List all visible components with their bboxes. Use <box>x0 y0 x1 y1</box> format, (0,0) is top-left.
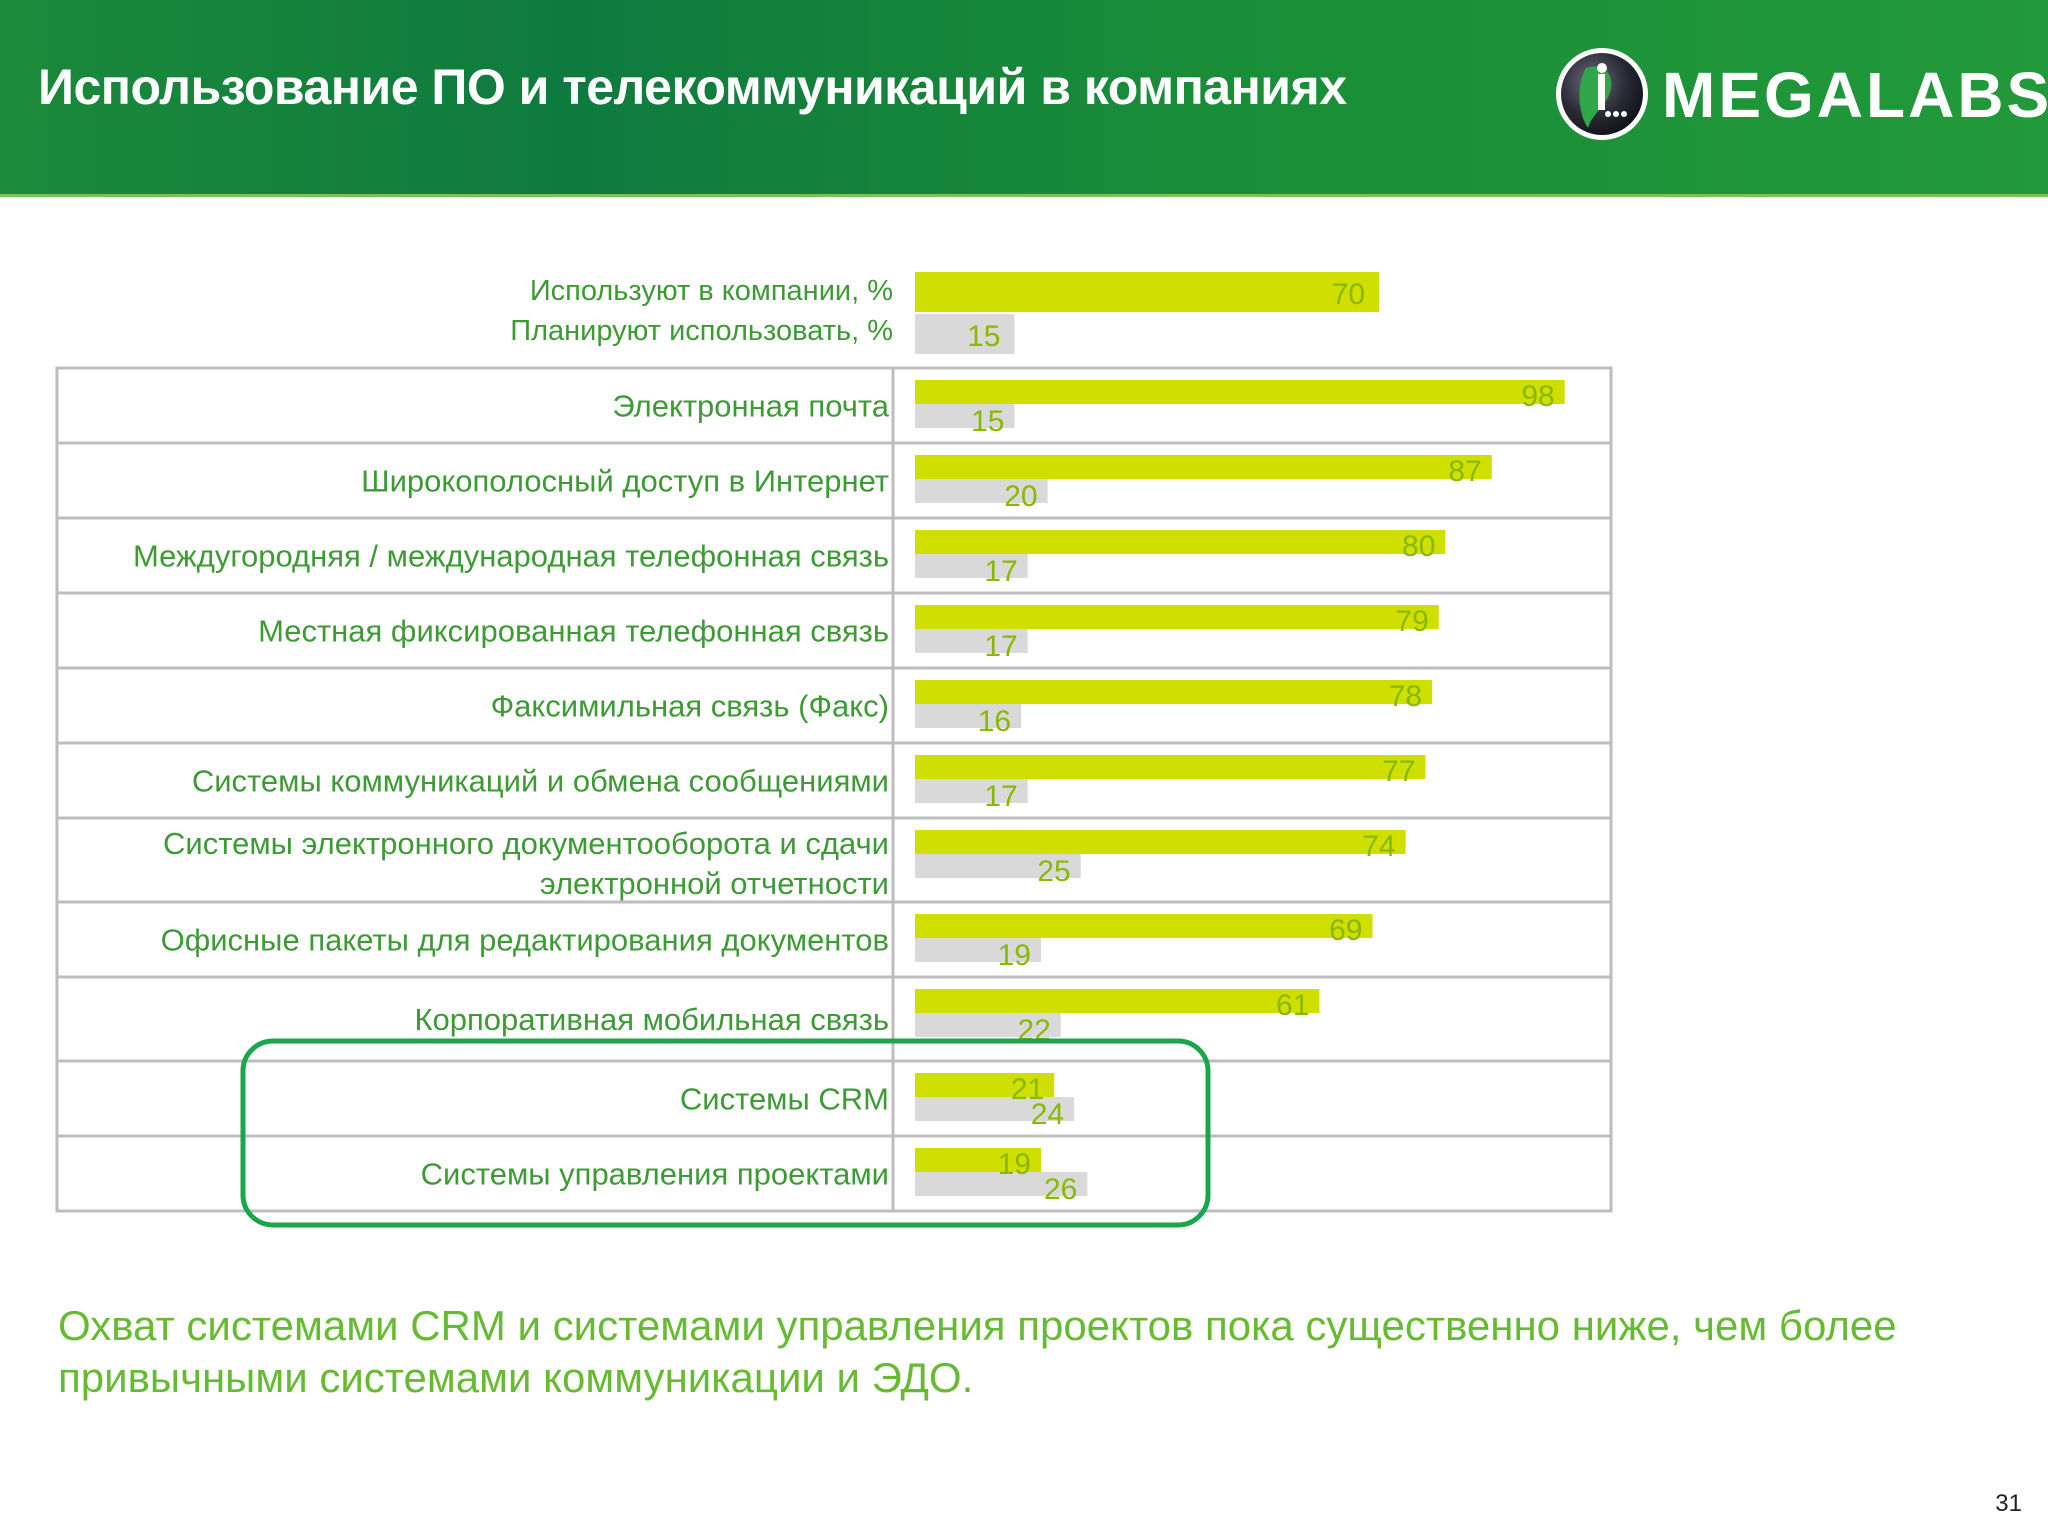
bar-use <box>915 1073 1055 1097</box>
bar-use <box>915 530 1446 554</box>
conclusion-text: Охват системами CRM и системами управлен… <box>58 1302 1897 1401</box>
bar-use-value: 74 <box>1362 830 1395 863</box>
category-label: Системы управления проектами <box>421 1157 889 1192</box>
logo-globe-icon <box>1556 48 1648 140</box>
bar-plan <box>915 704 1022 728</box>
category-label: Широкополосный доступ в Интернет <box>361 464 889 499</box>
bar-plan <box>915 479 1048 503</box>
bar-use-value: 61 <box>1276 989 1309 1022</box>
legend-swatch-use <box>915 272 1380 312</box>
bar-plan <box>915 938 1041 962</box>
category-label: Системы CRM <box>680 1082 889 1117</box>
slide-title: Использование ПО и телекоммуникаций в ко… <box>38 59 1347 115</box>
bar-use <box>915 989 1320 1013</box>
bar-plan-value: 17 <box>984 780 1017 813</box>
category-label: Системы электронного документооборота и … <box>163 826 889 861</box>
bar-use <box>915 605 1439 629</box>
category-label: электронной отчетности <box>540 866 889 901</box>
page-number: 31 <box>1995 1490 2022 1517</box>
bar-plan-value: 17 <box>984 630 1017 663</box>
bar-plan <box>915 1172 1088 1196</box>
bar-plan <box>915 404 1015 428</box>
bar-plan <box>915 554 1028 578</box>
megalabs-logo: MEGALABS <box>1552 44 2048 144</box>
bar-plan-value: 20 <box>1004 480 1037 513</box>
bar-use-value: 78 <box>1389 680 1422 713</box>
bar-use <box>915 914 1373 938</box>
bar-use-value: 79 <box>1395 605 1428 638</box>
table-frame <box>55 366 1613 1213</box>
bar-use-value: 98 <box>1521 380 1554 413</box>
category-label: Системы коммуникаций и обмена сообщениям… <box>192 764 889 799</box>
bar-plan <box>915 1097 1075 1121</box>
legend-value: 70 <box>1332 278 1365 311</box>
bar-use <box>915 455 1492 479</box>
bar-use-value: 21 <box>1011 1073 1044 1106</box>
bar-plan-value: 19 <box>998 939 1031 972</box>
bar-use <box>915 755 1426 779</box>
bar-plan <box>915 779 1028 803</box>
bar-use <box>915 380 1565 404</box>
bar-use <box>915 680 1433 704</box>
legend-swatch-plan <box>915 314 1015 354</box>
bar-use-value: 80 <box>1402 530 1435 563</box>
logo-text: MEGALABS <box>1662 59 2048 131</box>
bar-plan <box>915 1013 1061 1037</box>
bar-plan-value: 15 <box>971 405 1004 438</box>
bar-use-value: 19 <box>998 1148 1031 1181</box>
legend-label-use: Используют в компании, % <box>530 275 893 307</box>
category-label: Офисные пакеты для редактирования докуме… <box>161 923 889 958</box>
highlight-box <box>240 1038 1211 1228</box>
category-label: Междугородняя / международная телефонная… <box>133 539 889 574</box>
bar-plan-value: 16 <box>978 705 1011 738</box>
bar-use <box>915 1148 1041 1172</box>
bar-use-value: 69 <box>1329 914 1362 947</box>
category-label: Корпоративная мобильная связь <box>414 1002 889 1037</box>
bar-plan-value: 17 <box>984 555 1017 588</box>
bar-use-value: 87 <box>1448 455 1481 488</box>
bar-plan-value: 24 <box>1031 1098 1064 1131</box>
bar-plan-value: 26 <box>1044 1173 1077 1206</box>
bar-plan-value: 25 <box>1037 855 1070 888</box>
category-label: Местная фиксированная телефонная связь <box>258 614 889 649</box>
slide-header: Использование ПО и телекоммуникаций в ко… <box>0 0 2048 197</box>
bar-plan <box>915 629 1028 653</box>
bar-plan <box>915 854 1081 878</box>
bar-use-value: 77 <box>1382 755 1415 788</box>
bar-chart: 70 Используют в компании, % 15 Планируют ис… <box>55 272 1613 1228</box>
category-label: Факсимильная связь (Факс) <box>491 689 889 724</box>
legend-label-plan: Планируют использовать, % <box>510 315 893 347</box>
legend-value: 15 <box>967 320 1000 353</box>
bar-use <box>915 830 1406 854</box>
category-label: Электронная почта <box>612 389 889 424</box>
